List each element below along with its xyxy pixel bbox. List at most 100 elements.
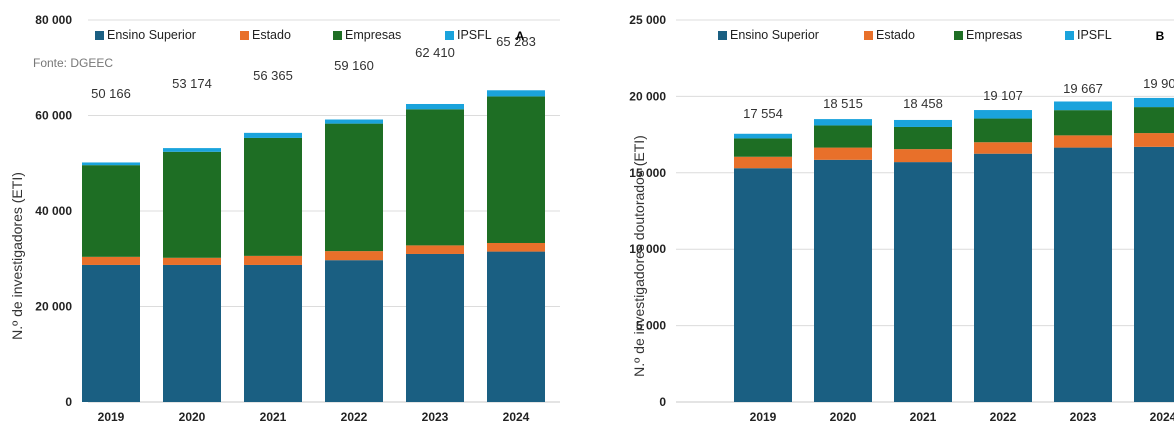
chart-a-bar-segment-ensino-superior — [82, 264, 140, 402]
chart-b-bar-segment-ensino-superior — [894, 162, 952, 402]
chart-b-bar-segment-ensino-superior — [974, 153, 1032, 402]
chart-a-total-label: 53 174 — [172, 76, 212, 91]
chart-a-xtick-label: 2019 — [98, 410, 125, 424]
chart-b-bar-segment-ipsfl — [814, 119, 872, 126]
chart-a-bar-segment-ensino-superior — [244, 264, 302, 402]
chart-b-bar-segment-empresas — [1054, 110, 1112, 136]
chart-a-xtick-label: 2020 — [179, 410, 206, 424]
chart-b-ytick-label: 20 000 — [629, 89, 666, 103]
chart-a-total-label: 65 283 — [496, 34, 536, 49]
chart-b-xtick-label: 2023 — [1070, 410, 1097, 424]
chart-b-bar-segment-estado — [894, 149, 952, 163]
chart-b-bar-segment-ensino-superior — [734, 168, 792, 402]
chart-a-bar-segment-empresas — [163, 151, 221, 258]
chart-b-legend-label: IPSFL — [1077, 28, 1112, 42]
chart-a-bar-segment-ipsfl — [163, 148, 221, 152]
chart-b-xtick-label: 2024 — [1150, 410, 1174, 424]
chart-a-legend-swatch — [95, 31, 104, 40]
chart-a-bar-segment-ipsfl — [244, 132, 302, 138]
chart-b-bar-segment-ipsfl — [894, 119, 952, 127]
chart-a-total-label: 59 160 — [334, 58, 374, 73]
chart-a-bar-segment-estado — [325, 251, 383, 261]
chart-a-ytick-label: 0 — [65, 395, 72, 409]
chart-b-bar-segment-ipsfl — [974, 110, 1032, 119]
chart-a-panel-label: A — [516, 29, 525, 43]
chart-a-bar-segment-estado — [244, 255, 302, 265]
chart-a-ytick-label: 80 000 — [35, 13, 72, 27]
chart-b-panel-label: B — [1156, 29, 1165, 43]
chart-b-bar-segment-estado — [734, 156, 792, 169]
chart-a-source-note: Fonte: DGEEC — [33, 56, 113, 70]
chart-b-bar-segment-empresas — [894, 126, 952, 150]
chart-a-legend-label: Estado — [252, 28, 291, 42]
chart-a-bar-segment-ensino-superior — [163, 264, 221, 402]
chart-b-bar-segment-empresas — [1134, 107, 1174, 134]
chart-b-bar-segment-ipsfl — [1134, 97, 1174, 108]
chart-a-bar-segment-ipsfl — [325, 119, 383, 124]
chart-b-bar-segment-ipsfl — [1054, 101, 1112, 111]
chart-b-ytick-label: 5 000 — [636, 319, 666, 333]
chart-a-ytick-label: 60 000 — [35, 109, 72, 123]
chart-b-ytick-label: 25 000 — [629, 13, 666, 27]
chart-a-bar-segment-estado — [82, 256, 140, 265]
chart-a-bar-segment-estado — [406, 245, 464, 254]
chart-b-xtick-label: 2022 — [990, 410, 1017, 424]
chart-b-bar-segment-ipsfl — [734, 133, 792, 139]
chart-a-legend-swatch — [240, 31, 249, 40]
chart-b-total-label: 18 458 — [903, 96, 943, 111]
chart-b-legend-swatch — [718, 31, 727, 40]
chart-a-bar-segment-ensino-superior — [325, 260, 383, 402]
chart-a-legend-swatch — [333, 31, 342, 40]
chart-b-total-label: 17 554 — [743, 106, 783, 121]
chart-b-ytick-label: 10 000 — [629, 242, 666, 256]
chart-b-legend-swatch — [864, 31, 873, 40]
chart-b-legend-label: Empresas — [966, 28, 1022, 42]
chart-a-bar-segment-ensino-superior — [487, 251, 545, 402]
chart-a-bar-segment-empresas — [406, 109, 464, 246]
chart-a-bar-segment-estado — [163, 257, 221, 265]
chart-a-bar-segment-ipsfl — [406, 103, 464, 110]
chart-a-bar-segment-ensino-superior — [406, 253, 464, 402]
chart-b-xtick-label: 2021 — [910, 410, 937, 424]
chart-b-bar-segment-estado — [1134, 133, 1174, 147]
chart-b-ytick-label: 15 000 — [629, 166, 666, 180]
chart-b-total-label: 18 515 — [823, 96, 863, 111]
chart-a-total-label: 50 166 — [91, 86, 131, 101]
chart-b-ytick-label: 0 — [659, 395, 666, 409]
chart-b-legend-label: Estado — [876, 28, 915, 42]
chart-b-ylabel: N.º de investigadores doutorados (ETI) — [631, 135, 647, 377]
chart-a-legend-swatch — [445, 31, 454, 40]
chart-b-bar-segment-estado — [1054, 135, 1112, 148]
chart-a-bar-segment-empresas — [82, 165, 140, 257]
chart-a-legend-label: Ensino Superior — [107, 28, 196, 42]
chart-b-legend-swatch — [954, 31, 963, 40]
chart-b-xtick-label: 2020 — [830, 410, 857, 424]
chart-b-bar-segment-ensino-superior — [1054, 147, 1112, 402]
chart-b-bar-segment-estado — [814, 147, 872, 160]
chart-b-bar-segment-estado — [974, 142, 1032, 154]
chart-a-bar-segment-empresas — [244, 137, 302, 256]
chart-a-xtick-label: 2021 — [260, 410, 287, 424]
chart-b-total-label: 19 900 — [1143, 76, 1174, 91]
chart-b-total-label: 19 667 — [1063, 81, 1103, 96]
chart-a-bar-segment-ipsfl — [487, 90, 545, 97]
chart-a-xtick-label: 2024 — [503, 410, 530, 424]
chart-a-legend-label: IPSFL — [457, 28, 492, 42]
chart-a-bar-segment-ipsfl — [82, 162, 140, 166]
chart-a-ytick-label: 20 000 — [35, 300, 72, 314]
chart-a-bar-segment-empresas — [487, 96, 545, 243]
chart-b-xtick-label: 2019 — [750, 410, 777, 424]
chart-b-bar-segment-empresas — [974, 118, 1032, 143]
chart-a-ylabel: N.º de investigadores (ETI) — [9, 172, 25, 340]
chart-b-bar-segment-empresas — [814, 125, 872, 148]
chart-a-total-label: 56 365 — [253, 68, 293, 83]
chart-b-bar-segment-empresas — [734, 138, 792, 157]
chart-b-bar-segment-ensino-superior — [1134, 146, 1174, 402]
chart-b-bar-segment-ensino-superior — [814, 159, 872, 402]
chart-a-xtick-label: 2022 — [341, 410, 368, 424]
chart-b-total-label: 19 107 — [983, 88, 1023, 103]
chart-a-bar-segment-estado — [487, 242, 545, 252]
chart-a-total-label: 62 410 — [415, 45, 455, 60]
chart-a-ytick-label: 40 000 — [35, 204, 72, 218]
